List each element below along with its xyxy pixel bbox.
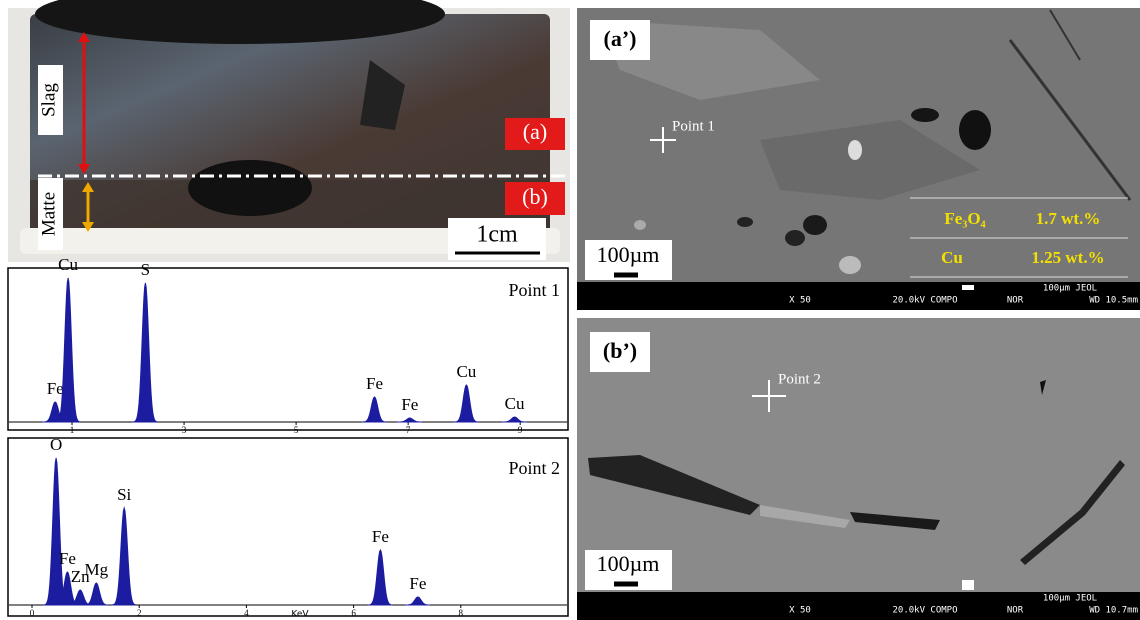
scale-label: 100µm — [597, 242, 660, 267]
x-tick-label: 8 — [459, 608, 464, 618]
sem-info: WD 10.7mm — [1089, 606, 1138, 616]
x-tick-label: 7 — [406, 425, 411, 435]
x-axis-label: KeV — [291, 610, 309, 620]
sem-info: 100µm JEOL — [1043, 284, 1097, 294]
sem-info: NOR — [1007, 296, 1024, 306]
sem-info: 20.0kV COMPO — [892, 296, 957, 306]
sem-image — [577, 318, 1140, 620]
peak-label: Fe — [372, 527, 389, 546]
region-b-label: (b) — [522, 184, 548, 209]
x-tick-label: 5 — [294, 425, 299, 435]
matte-label: Matte — [38, 192, 59, 236]
peak-label: Fe — [409, 574, 426, 593]
peak-label: Fe — [366, 374, 383, 393]
spectrum-label: Point 2 — [508, 458, 560, 478]
slag-label: Slag — [38, 83, 59, 117]
peak-label: Fe — [401, 395, 418, 414]
sample-photo: Slag Matte (a) (b) 1cm — [8, 0, 570, 262]
peak-label: Fe — [59, 549, 76, 568]
table-cell: Cu — [941, 248, 963, 267]
peak-label: Cu — [505, 394, 525, 413]
x-tick-label: 0 — [30, 608, 35, 618]
peak-label: Si — [117, 485, 131, 504]
x-tick-label: 6 — [351, 608, 356, 618]
peak-label: Cu — [58, 255, 78, 274]
sem-info: NOR — [1007, 606, 1024, 616]
table-cell: 1.25 wt.% — [1031, 248, 1104, 267]
sem-info: 20.0kV COMPO — [892, 606, 957, 616]
spectrum-frame — [8, 438, 568, 616]
panel-label: (b’) — [603, 338, 637, 363]
scale-label: 1cm — [476, 222, 518, 248]
x-tick-label: 9 — [518, 425, 523, 435]
x-tick-label: 3 — [182, 425, 187, 435]
x-tick-label: 1 — [70, 425, 75, 435]
spectrum-label: Point 1 — [508, 280, 560, 300]
sem-info: X 50 — [789, 606, 811, 616]
table-cell: Fe₃O₄ — [944, 209, 985, 228]
sem-info: 100µm JEOL — [1043, 594, 1097, 604]
x-tick-label: 2 — [137, 608, 142, 618]
table-cell: 1.7 wt.% — [1036, 209, 1101, 228]
peak-label: S — [141, 260, 150, 279]
panel-label: (a’) — [604, 26, 637, 51]
x-tick-label: 4 — [244, 608, 249, 618]
figure: Slag Matte (a) (b) 1cm (a’) Point 1 100µ… — [0, 0, 1140, 620]
sem-info: X 50 — [789, 296, 811, 306]
peak-label: Mg — [85, 560, 109, 579]
sem-info: WD 10.5mm — [1089, 296, 1138, 306]
peak-label: Cu — [456, 362, 476, 381]
point-label: Point 1 — [672, 118, 715, 134]
scale-label: 100µm — [597, 551, 660, 576]
spectrum-frame — [8, 268, 568, 430]
peak-label: Fe — [47, 379, 64, 398]
point-label: Point 2 — [778, 371, 821, 387]
peak-label: O — [50, 435, 62, 454]
region-a-label: (a) — [523, 119, 547, 144]
